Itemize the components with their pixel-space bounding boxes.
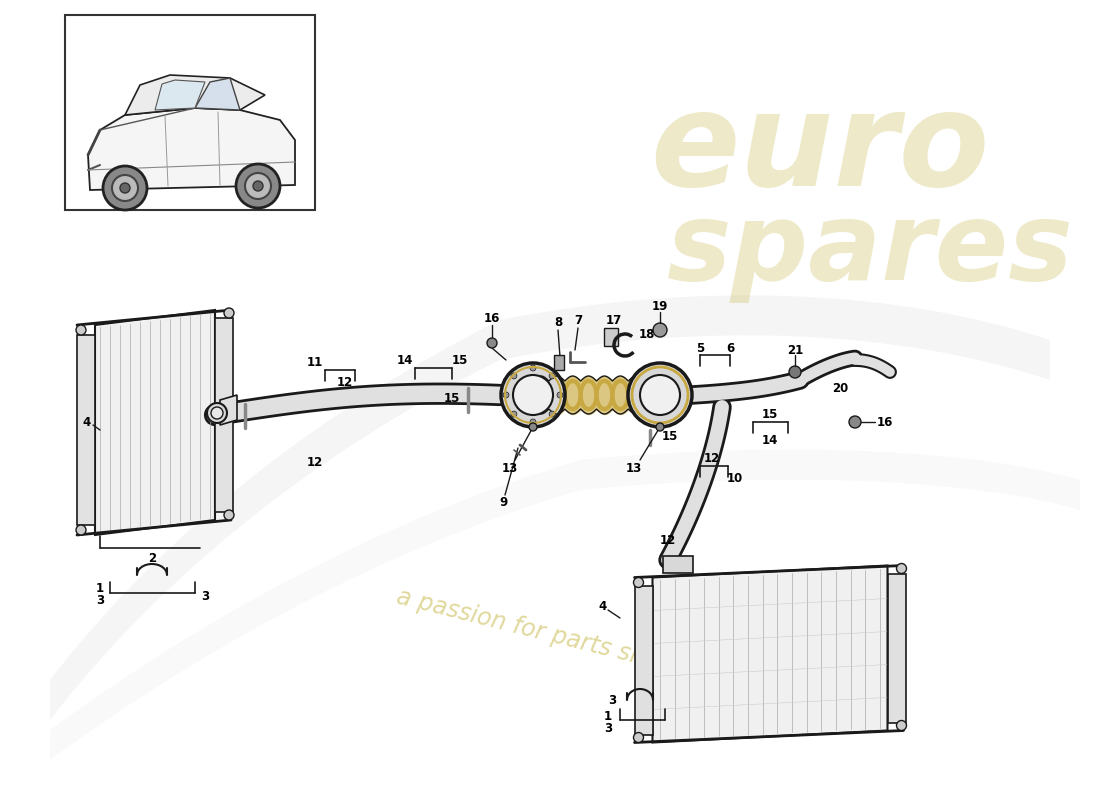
Text: 4: 4 (82, 415, 91, 429)
Text: 16: 16 (877, 415, 893, 429)
Text: 14: 14 (762, 434, 778, 446)
Text: 15: 15 (443, 391, 460, 405)
Circle shape (656, 423, 664, 431)
Circle shape (224, 510, 234, 520)
Bar (604, 328, 618, 346)
Circle shape (245, 173, 271, 199)
Circle shape (557, 392, 563, 398)
Text: 19: 19 (652, 299, 668, 313)
Circle shape (789, 366, 801, 378)
Text: 17: 17 (606, 314, 623, 326)
Circle shape (207, 403, 227, 423)
Text: 12: 12 (660, 534, 676, 546)
Polygon shape (125, 75, 265, 115)
Polygon shape (195, 78, 240, 110)
Circle shape (510, 411, 517, 417)
Text: 1: 1 (604, 710, 612, 722)
Polygon shape (77, 335, 95, 525)
Polygon shape (662, 555, 693, 573)
Circle shape (76, 525, 86, 535)
PathPatch shape (50, 450, 1080, 760)
Text: 1: 1 (96, 582, 104, 594)
Text: 13: 13 (626, 462, 642, 474)
Circle shape (549, 373, 556, 379)
Text: 16: 16 (484, 311, 500, 325)
Polygon shape (214, 318, 233, 512)
Text: 12: 12 (337, 377, 353, 390)
Circle shape (549, 411, 556, 417)
Polygon shape (888, 574, 905, 722)
Text: 10: 10 (727, 471, 744, 485)
Polygon shape (220, 395, 236, 425)
Circle shape (653, 323, 667, 337)
Bar (65, 15, 315, 210)
Circle shape (500, 363, 565, 427)
Circle shape (253, 181, 263, 191)
Circle shape (487, 338, 497, 348)
Circle shape (640, 375, 680, 415)
Circle shape (634, 733, 643, 742)
Circle shape (120, 183, 130, 193)
Text: 5: 5 (696, 342, 704, 354)
Text: 12: 12 (307, 455, 323, 469)
Circle shape (530, 419, 536, 425)
Circle shape (513, 375, 553, 415)
Circle shape (503, 392, 509, 398)
Text: 2: 2 (147, 551, 156, 565)
Circle shape (849, 416, 861, 428)
Polygon shape (88, 108, 295, 190)
Text: 8: 8 (554, 315, 562, 329)
Polygon shape (635, 586, 652, 734)
Circle shape (112, 175, 138, 201)
Polygon shape (652, 566, 888, 742)
Text: 3: 3 (201, 590, 209, 602)
Circle shape (76, 325, 86, 335)
Circle shape (628, 363, 692, 427)
Text: 13: 13 (502, 462, 518, 474)
Text: 15: 15 (452, 354, 469, 367)
Circle shape (896, 563, 906, 574)
Text: 15: 15 (762, 407, 778, 421)
Text: a passion for parts since 1985: a passion for parts since 1985 (394, 585, 746, 695)
Text: 14: 14 (397, 354, 414, 367)
Circle shape (103, 166, 147, 210)
Text: 6: 6 (726, 342, 734, 354)
Circle shape (896, 721, 906, 730)
Text: 3: 3 (608, 694, 616, 706)
Text: 11: 11 (307, 357, 323, 370)
Circle shape (530, 365, 536, 371)
Text: 18: 18 (639, 329, 656, 342)
Text: 21: 21 (786, 343, 803, 357)
Text: euro: euro (650, 86, 990, 214)
Circle shape (236, 164, 280, 208)
Text: 3: 3 (96, 594, 104, 606)
Polygon shape (155, 80, 205, 110)
Circle shape (529, 423, 537, 431)
Text: 7: 7 (574, 314, 582, 326)
Text: 20: 20 (832, 382, 848, 394)
PathPatch shape (50, 295, 1050, 720)
Bar (554, 355, 564, 370)
Text: 4: 4 (598, 599, 607, 613)
Text: 3: 3 (604, 722, 612, 734)
Circle shape (211, 407, 223, 419)
Circle shape (224, 308, 234, 318)
Polygon shape (95, 310, 214, 535)
Circle shape (510, 373, 517, 379)
Text: 12: 12 (704, 451, 720, 465)
Circle shape (634, 578, 643, 587)
Text: spares: spares (667, 197, 1074, 303)
Text: 15: 15 (662, 430, 679, 442)
Text: 9: 9 (499, 497, 507, 510)
